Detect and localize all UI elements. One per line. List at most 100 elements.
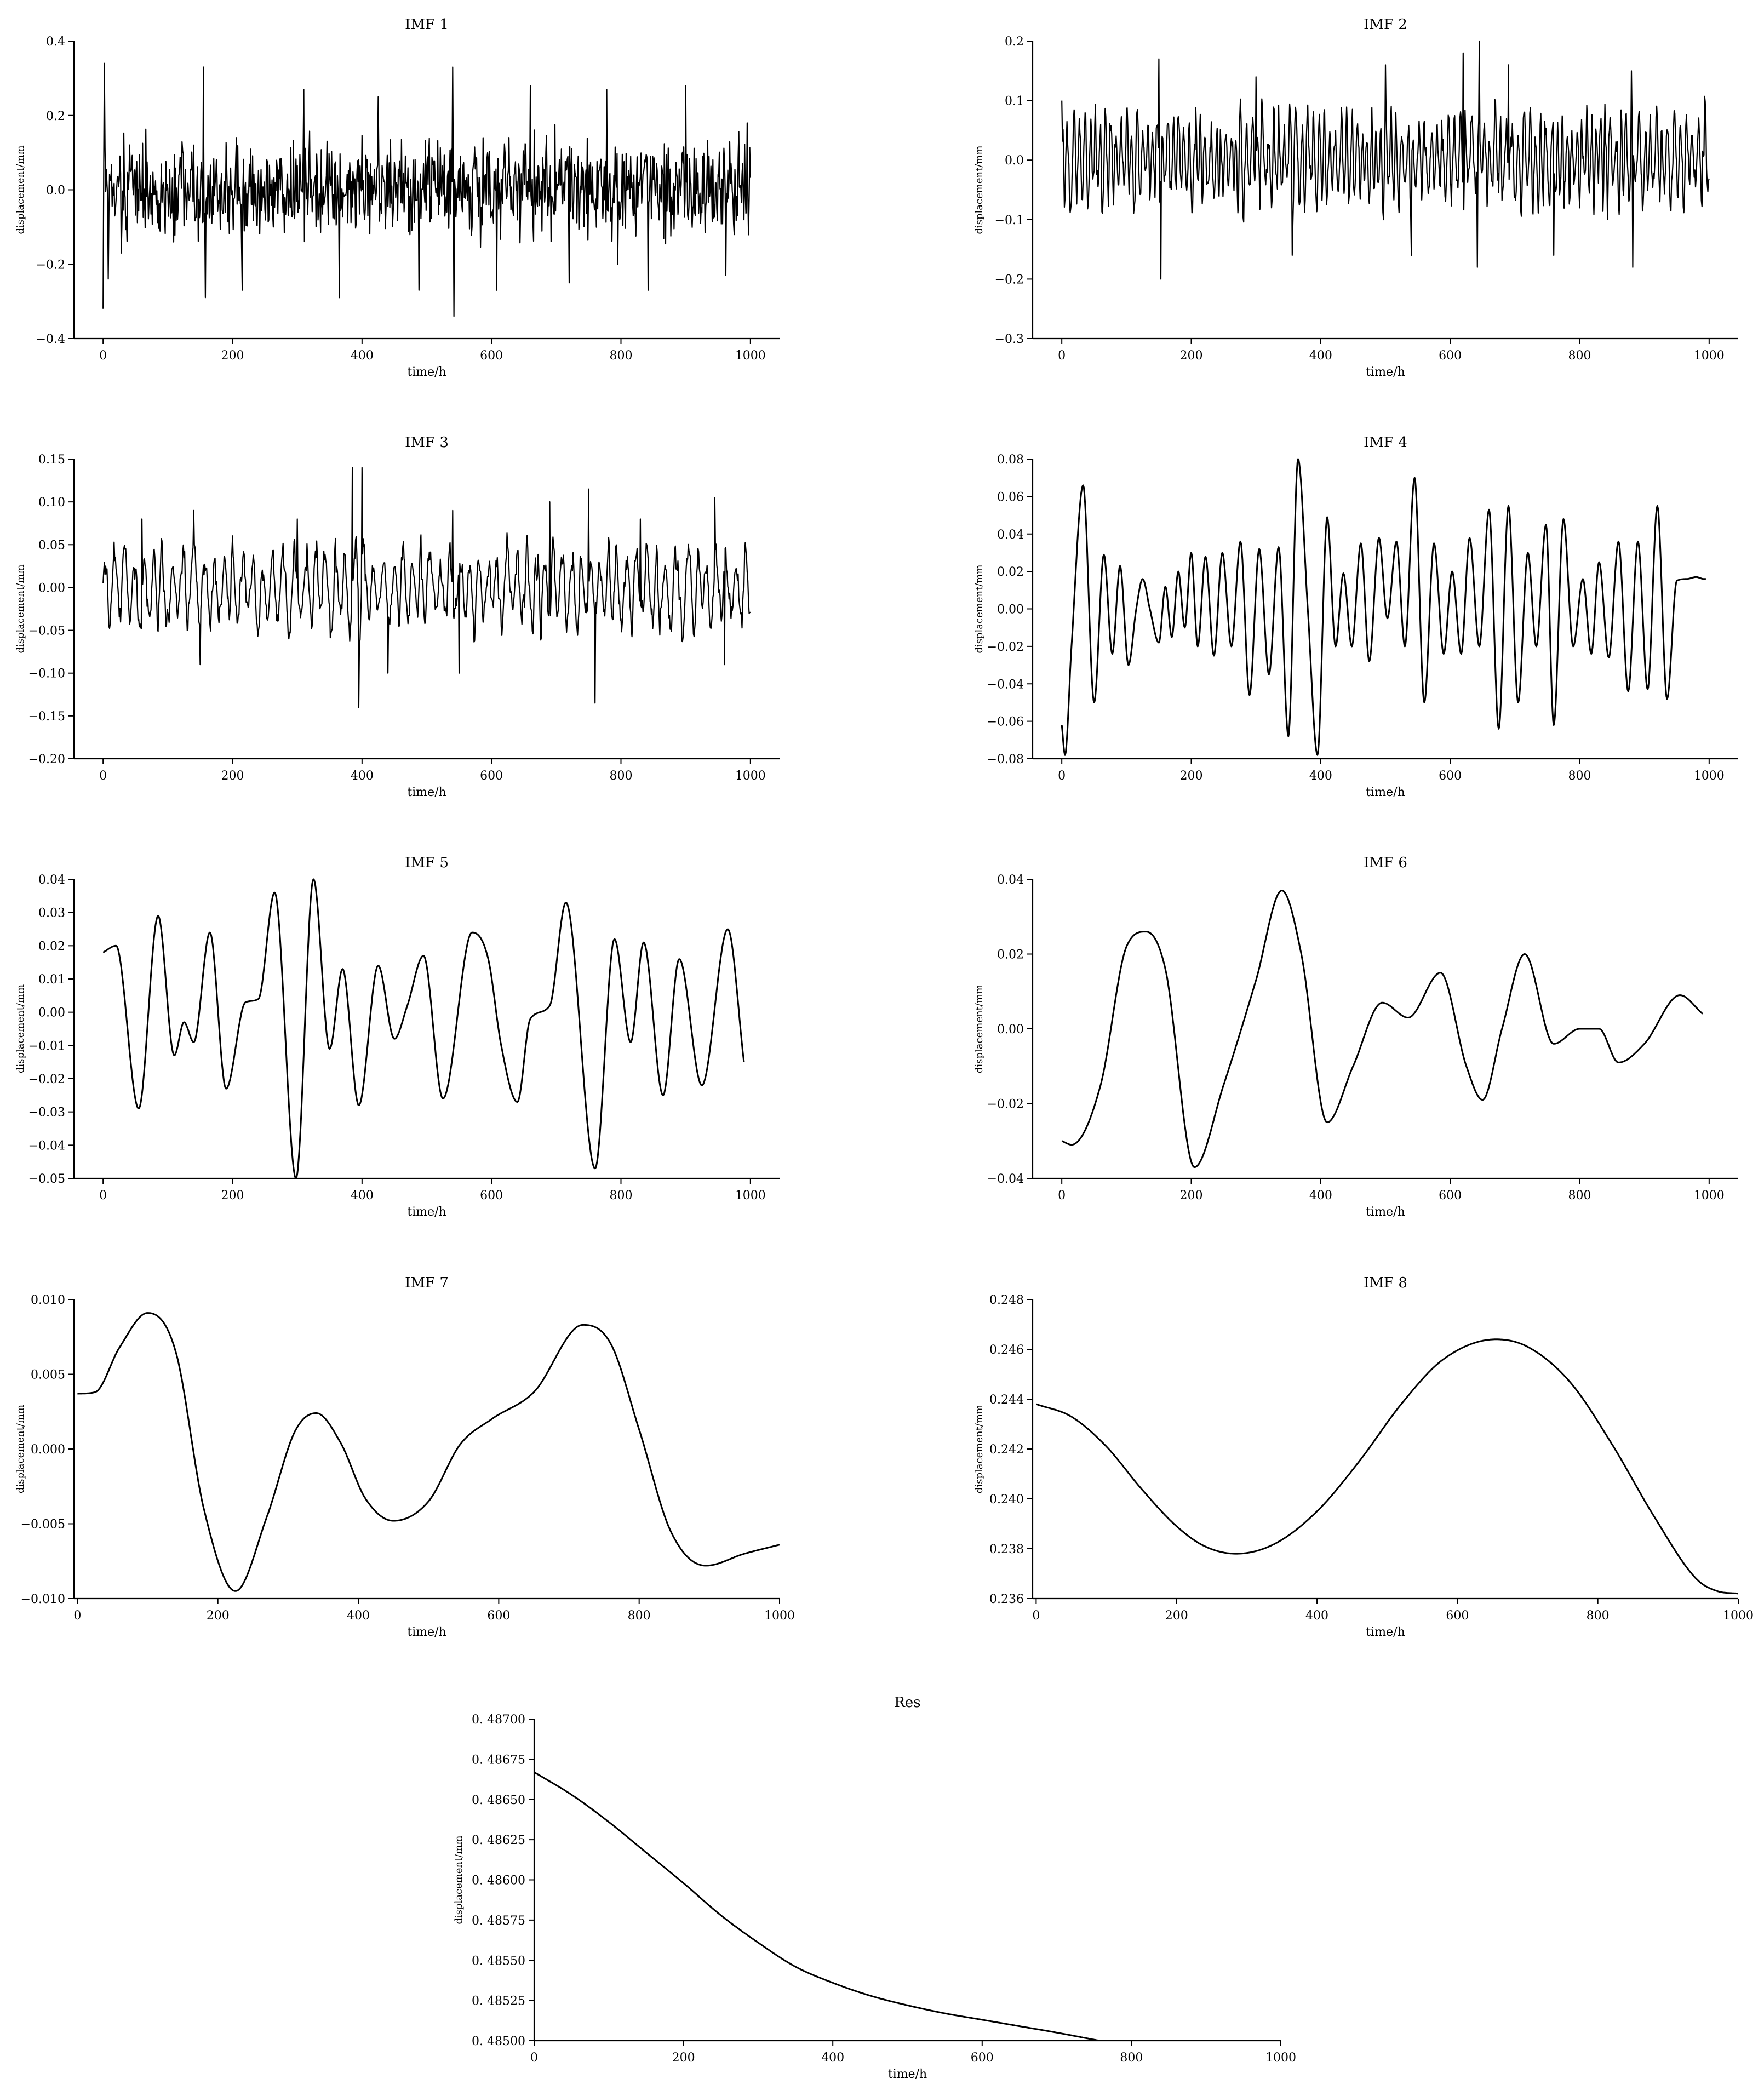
series-line <box>534 1771 1100 2041</box>
x-tick-label: 200 <box>672 2051 695 2065</box>
chart-8: IMF 8 0 200 400 600 800 1000 0.236 0.238 0.240 0.2… <box>973 1275 1754 1639</box>
x-tick-label: 800 <box>609 349 632 363</box>
y-tick-label: 0.01 <box>38 973 65 987</box>
y-tick-label: 0.04 <box>997 528 1024 542</box>
y-tick-label: 0.2 <box>46 110 65 123</box>
y-axis-label: displacement/mm <box>15 564 26 653</box>
chart-5: IMF 5 0 200 400 600 800 1000 −0.05 −0.04 −0.03 −0.… <box>15 855 780 1219</box>
chart-6: IMF 6 0 200 400 600 800 1000 −0.04 −0.02 0.00 0.02… <box>973 855 1738 1219</box>
y-tick-label: 0.02 <box>997 565 1024 579</box>
x-axis-label: time/h <box>1366 786 1405 799</box>
chart-1: IMF 1 0 200 400 600 800 1000 −0.4 −0.2 0.0 0.2 0.4 t… <box>15 16 780 379</box>
series-line <box>1061 890 1703 1168</box>
y-axis-label: displacement/mm <box>973 564 985 653</box>
y-tick-label: 0.0 <box>46 184 65 198</box>
x-tick-label: 400 <box>1305 1609 1328 1623</box>
y-tick-label: 0.1 <box>1005 95 1024 108</box>
y-axis-label: displacement/mm <box>973 1405 985 1493</box>
x-tick-label: 1000 <box>1694 769 1725 783</box>
chart-9: Res 0 200 400 600 800 1000 0. 48500 0. 48525 0. 4… <box>453 1694 1296 2081</box>
x-tick-label: 800 <box>1568 349 1591 363</box>
y-tick-label: −0.1 <box>995 214 1024 227</box>
y-tick-label: −0.3 <box>995 333 1024 346</box>
x-tick-label: 800 <box>609 769 632 783</box>
y-tick-label: −0.20 <box>28 753 65 766</box>
x-tick-label: 600 <box>1446 1609 1469 1623</box>
y-axis-label: displacement/mm <box>453 1835 465 1924</box>
x-tick-label: 0 <box>99 769 107 783</box>
x-tick-label: 600 <box>1439 1189 1462 1202</box>
x-tick-label: 400 <box>1309 1189 1332 1202</box>
x-tick-label: 200 <box>221 1189 244 1202</box>
x-tick-label: 600 <box>480 769 503 783</box>
y-axis-label: displacement/mm <box>15 984 26 1073</box>
x-tick-label: 200 <box>1180 349 1203 363</box>
series-line <box>1035 1338 1738 1595</box>
y-tick-label: 0.06 <box>997 490 1024 504</box>
y-axis-label: displacement/mm <box>15 145 26 234</box>
chart-title: IMF 8 <box>1364 1275 1407 1291</box>
y-tick-label: −0.10 <box>28 667 65 681</box>
y-tick-label: 0. 48525 <box>472 1995 525 2008</box>
x-axis-label: time/h <box>407 1625 446 1639</box>
y-tick-label: 0. 48650 <box>472 1794 525 1807</box>
chart-3: IMF 3 0 200 400 600 800 1000 −0.20 −0.15 −0.10 −0.… <box>15 434 780 799</box>
y-tick-label: −0.08 <box>987 753 1024 766</box>
y-tick-label: 0.08 <box>997 453 1024 467</box>
y-tick-label: 0.04 <box>38 873 65 887</box>
x-axis-label: time/h <box>407 365 446 379</box>
x-tick-label: 800 <box>1568 1189 1591 1202</box>
x-tick-label: 600 <box>480 349 503 363</box>
x-tick-label: 0 <box>73 1609 81 1623</box>
y-axis-label: displacement/mm <box>973 145 985 234</box>
series-line <box>77 1312 780 1592</box>
y-tick-label: 0.238 <box>989 1543 1024 1556</box>
x-tick-label: 1000 <box>1723 1609 1754 1623</box>
y-tick-label: 0.0 <box>1005 154 1024 168</box>
x-axis-label: time/h <box>1366 1625 1405 1639</box>
y-tick-label: 0.15 <box>38 453 65 467</box>
y-tick-label: 0.00 <box>997 1023 1024 1036</box>
y-axis-label: displacement/mm <box>15 1405 26 1493</box>
y-tick-label: 0.240 <box>989 1493 1024 1507</box>
y-tick-label: −0.04 <box>28 1139 65 1153</box>
x-tick-label: 200 <box>1180 1189 1203 1202</box>
y-tick-label: −0.05 <box>28 1172 65 1186</box>
x-tick-label: 0 <box>99 1189 107 1202</box>
chart-title: Res <box>894 1694 920 1711</box>
x-tick-label: 0 <box>530 2051 538 2065</box>
x-tick-label: 0 <box>1058 1189 1066 1202</box>
x-axis-label: time/h <box>407 786 446 799</box>
x-tick-label: 600 <box>1439 349 1462 363</box>
y-tick-label: −0.2 <box>36 258 65 272</box>
y-tick-label: 0.248 <box>989 1293 1024 1307</box>
y-tick-label: 0. 48600 <box>472 1874 525 1888</box>
x-axis-label: time/h <box>1366 1205 1405 1219</box>
chart-title: IMF 4 <box>1364 434 1407 451</box>
chart-title: IMF 5 <box>405 855 449 871</box>
y-tick-label: −0.15 <box>28 710 65 724</box>
y-tick-label: 0.005 <box>31 1368 65 1382</box>
y-tick-label: 0.236 <box>989 1593 1024 1606</box>
y-tick-label: 0.010 <box>31 1293 65 1307</box>
series-line <box>102 467 751 708</box>
y-tick-label: 0.242 <box>989 1443 1024 1457</box>
chart-2: IMF 2 0 200 400 600 800 1000 −0.3 −0.2 −0.1 0.0 0.1… <box>973 16 1738 379</box>
x-tick-label: 600 <box>1439 769 1462 783</box>
chart-title: IMF 7 <box>405 1275 449 1291</box>
y-tick-label: 0.246 <box>989 1343 1024 1357</box>
y-tick-label: −0.4 <box>36 333 65 346</box>
x-tick-label: 1000 <box>1694 1189 1725 1202</box>
y-tick-label: 0. 48625 <box>472 1834 525 1847</box>
y-tick-label: 0.04 <box>997 873 1024 887</box>
y-tick-label: 0.05 <box>38 539 65 552</box>
y-tick-label: −0.005 <box>21 1518 65 1532</box>
x-tick-label: 1000 <box>1265 2051 1296 2065</box>
chart-title: IMF 2 <box>1364 16 1407 33</box>
y-tick-label: −0.02 <box>987 1098 1024 1112</box>
y-tick-label: 0. 48500 <box>472 2035 525 2048</box>
y-tick-label: −0.04 <box>987 678 1024 691</box>
x-tick-label: 0 <box>99 349 107 363</box>
x-axis-label: time/h <box>888 2068 927 2081</box>
x-tick-label: 1000 <box>764 1609 795 1623</box>
